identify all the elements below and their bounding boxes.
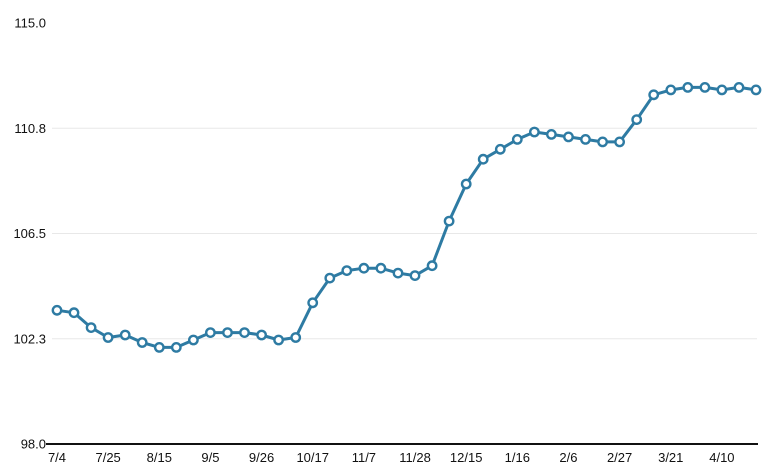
- data-point-marker: [631, 114, 643, 126]
- y-tick-label: 115.0: [14, 16, 46, 31]
- data-point-marker: [136, 337, 148, 348]
- y-tick-label: 110.8: [14, 121, 46, 136]
- data-point-marker: [460, 178, 472, 190]
- data-point-marker: [204, 327, 216, 338]
- data-point-marker: [716, 84, 728, 96]
- x-tick-label: 10/17: [296, 450, 329, 465]
- x-tick-label: 9/26: [249, 450, 274, 465]
- data-point-marker: [102, 332, 114, 343]
- data-point-marker: [290, 332, 302, 343]
- y-tick-label: 98.0: [21, 437, 46, 452]
- data-point-marker: [273, 334, 284, 346]
- data-point-marker: [170, 341, 182, 353]
- y-tick-label: 102.3: [13, 331, 46, 346]
- data-point-marker: [563, 131, 574, 143]
- x-tick-label: 2/6: [559, 450, 577, 465]
- data-point-marker: [443, 215, 455, 227]
- data-point-marker: [426, 260, 438, 272]
- data-point-marker: [239, 327, 250, 338]
- data-point-marker: [358, 262, 370, 274]
- data-point-marker: [375, 262, 387, 274]
- x-tick-label: 7/4: [48, 450, 66, 465]
- x-tick-label: 3/21: [658, 450, 683, 465]
- data-point-marker: [665, 84, 677, 96]
- data-point-marker: [187, 334, 199, 346]
- data-point-marker: [51, 304, 63, 316]
- x-tick-label: 7/25: [95, 450, 120, 465]
- data-point-marker: [119, 329, 131, 341]
- data-point-marker: [580, 133, 591, 145]
- data-point-marker: [494, 143, 506, 155]
- data-point-marker: [307, 297, 319, 309]
- data-point-marker: [750, 84, 762, 96]
- data-point-marker: [511, 133, 523, 145]
- price-line: [55, 85, 758, 349]
- data-point-marker: [682, 82, 694, 93]
- x-tick-label: 8/15: [147, 450, 172, 465]
- x-tick-label: 2/27: [607, 450, 632, 465]
- data-point-marker: [85, 322, 97, 333]
- data-point-marker: [546, 128, 557, 140]
- data-point-marker: [409, 270, 421, 281]
- x-tick-label: 11/28: [399, 450, 431, 465]
- x-tick-label: 11/7: [352, 450, 376, 465]
- data-point-marker: [324, 272, 336, 284]
- data-point-marker: [68, 307, 80, 319]
- data-point-marker: [256, 329, 267, 341]
- x-tick-label: 9/5: [201, 450, 219, 465]
- data-point-marker: [699, 82, 711, 93]
- data-point-marker: [733, 82, 745, 93]
- data-point-marker: [614, 136, 625, 148]
- data-point-marker: [597, 136, 608, 148]
- data-point-marker: [341, 265, 353, 276]
- x-tick-label: 4/10: [709, 450, 734, 465]
- data-point-marker: [477, 153, 489, 165]
- x-tick-label: 12/15: [450, 450, 483, 465]
- data-point-marker: [648, 89, 660, 101]
- data-point-marker: [529, 126, 540, 138]
- x-tick-label: 1/16: [505, 450, 530, 465]
- data-point-marker: [153, 341, 165, 353]
- data-point-marker: [222, 327, 233, 338]
- y-tick-label: 106.5: [13, 226, 46, 241]
- data-point-marker: [392, 267, 404, 279]
